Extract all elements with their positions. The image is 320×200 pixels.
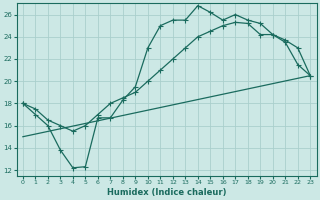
X-axis label: Humidex (Indice chaleur): Humidex (Indice chaleur) — [107, 188, 226, 197]
